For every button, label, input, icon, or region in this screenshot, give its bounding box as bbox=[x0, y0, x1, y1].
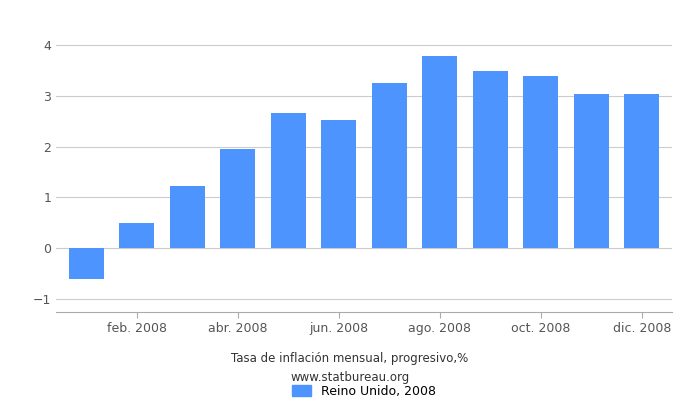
Legend: Reino Unido, 2008: Reino Unido, 2008 bbox=[287, 380, 441, 400]
Bar bbox=[169, 186, 205, 248]
Bar bbox=[119, 223, 155, 248]
Bar bbox=[271, 114, 306, 248]
Text: Tasa de inflación mensual, progresivo,%
www.statbureau.org: Tasa de inflación mensual, progresivo,% … bbox=[232, 352, 468, 384]
Bar bbox=[372, 83, 407, 248]
Bar bbox=[69, 248, 104, 279]
Bar bbox=[220, 149, 256, 248]
Bar bbox=[473, 71, 508, 248]
Bar bbox=[624, 94, 659, 248]
Bar bbox=[573, 94, 609, 248]
Bar bbox=[523, 76, 559, 248]
Bar bbox=[422, 56, 457, 248]
Bar bbox=[321, 120, 356, 248]
